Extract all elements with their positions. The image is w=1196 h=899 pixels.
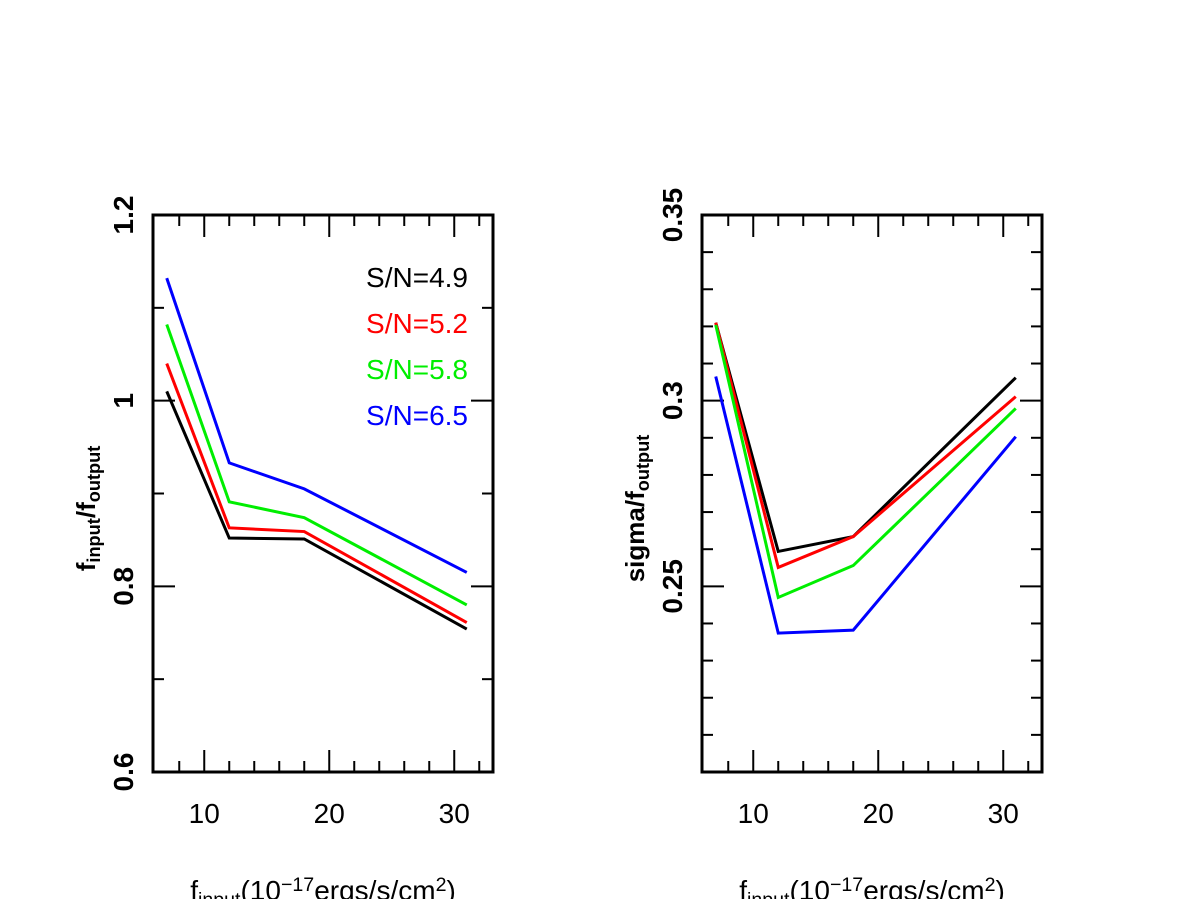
legend-entry: S/N=6.5 <box>366 400 468 431</box>
x-axis-label: finput(10−17ergs/s/cm2) <box>190 874 456 899</box>
x-tick-label: 10 <box>189 798 220 829</box>
legend-entry: S/N=5.8 <box>366 354 468 385</box>
x-axis-label-part: 2 <box>436 874 447 896</box>
plot-frame <box>700 213 1044 774</box>
y-axis-label-part: f <box>71 562 101 571</box>
legend-entry: S/N=4.9 <box>366 262 468 293</box>
y-tick-label: 1 <box>108 393 139 409</box>
x-axis-label-part: ) <box>446 875 455 899</box>
data-line <box>714 322 1017 570</box>
x-axis-label-part: input <box>198 889 241 899</box>
data-line <box>714 376 1017 635</box>
x-axis-label-part: input <box>747 889 790 899</box>
x-tick-label: 30 <box>988 798 1019 829</box>
y-axis-label-part: output <box>84 446 104 503</box>
x-axis-label-part: 2 <box>985 874 996 896</box>
x-axis-label: finput(10−17ergs/s/cm2) <box>739 874 1005 899</box>
x-tick-label: 20 <box>863 798 894 829</box>
x-tick-label: 10 <box>738 798 769 829</box>
y-axis-label-part: input <box>84 518 104 562</box>
x-axis-label-part: f <box>190 875 198 899</box>
plot-frame <box>151 213 495 774</box>
x-tick-label: 20 <box>314 798 345 829</box>
y-axis-label-part: sigma/f <box>620 491 650 582</box>
y-axis-label: finput/foutput <box>71 446 104 572</box>
y-axis-label: sigma/foutput <box>620 435 653 583</box>
x-tick-label: 30 <box>439 798 470 829</box>
x-axis-label-part: (10 <box>240 875 280 899</box>
data-line <box>165 390 468 631</box>
panel: 1020300.60.811.2finput/foutputfinput(10−… <box>71 196 495 899</box>
panel: 10 20 30 0.25 0.3 0.35 sigma/foutput finput(10−… <box>620 188 1044 899</box>
y-tick-label: 1.2 <box>108 196 139 235</box>
x-axis-label-part: f <box>739 875 747 899</box>
y-axis-label-part: /f <box>71 502 101 518</box>
y-tick-label: 0.25 <box>657 559 688 614</box>
y-tick-label: 0.8 <box>108 567 139 606</box>
data-line <box>165 277 468 574</box>
y-tick-label: 0.35 <box>657 188 688 243</box>
x-axis-label-part: ergs/s/cm <box>863 875 984 899</box>
data-line <box>165 324 468 607</box>
y-tick-label: 0.3 <box>657 381 688 420</box>
data-line <box>714 322 1017 554</box>
data-line <box>165 363 468 624</box>
x-axis-label-part: ergs/s/cm <box>314 875 435 899</box>
x-axis-label-part: −17 <box>281 874 314 896</box>
x-axis-label-part: −17 <box>830 874 863 896</box>
x-axis-label-part: (10 <box>789 875 829 899</box>
x-axis-label-part: ) <box>995 875 1004 899</box>
data-line <box>714 324 1017 600</box>
y-axis-label-part: output <box>633 435 653 492</box>
y-tick-label: 0.6 <box>108 753 139 792</box>
legend-entry: S/N=5.2 <box>366 308 468 339</box>
